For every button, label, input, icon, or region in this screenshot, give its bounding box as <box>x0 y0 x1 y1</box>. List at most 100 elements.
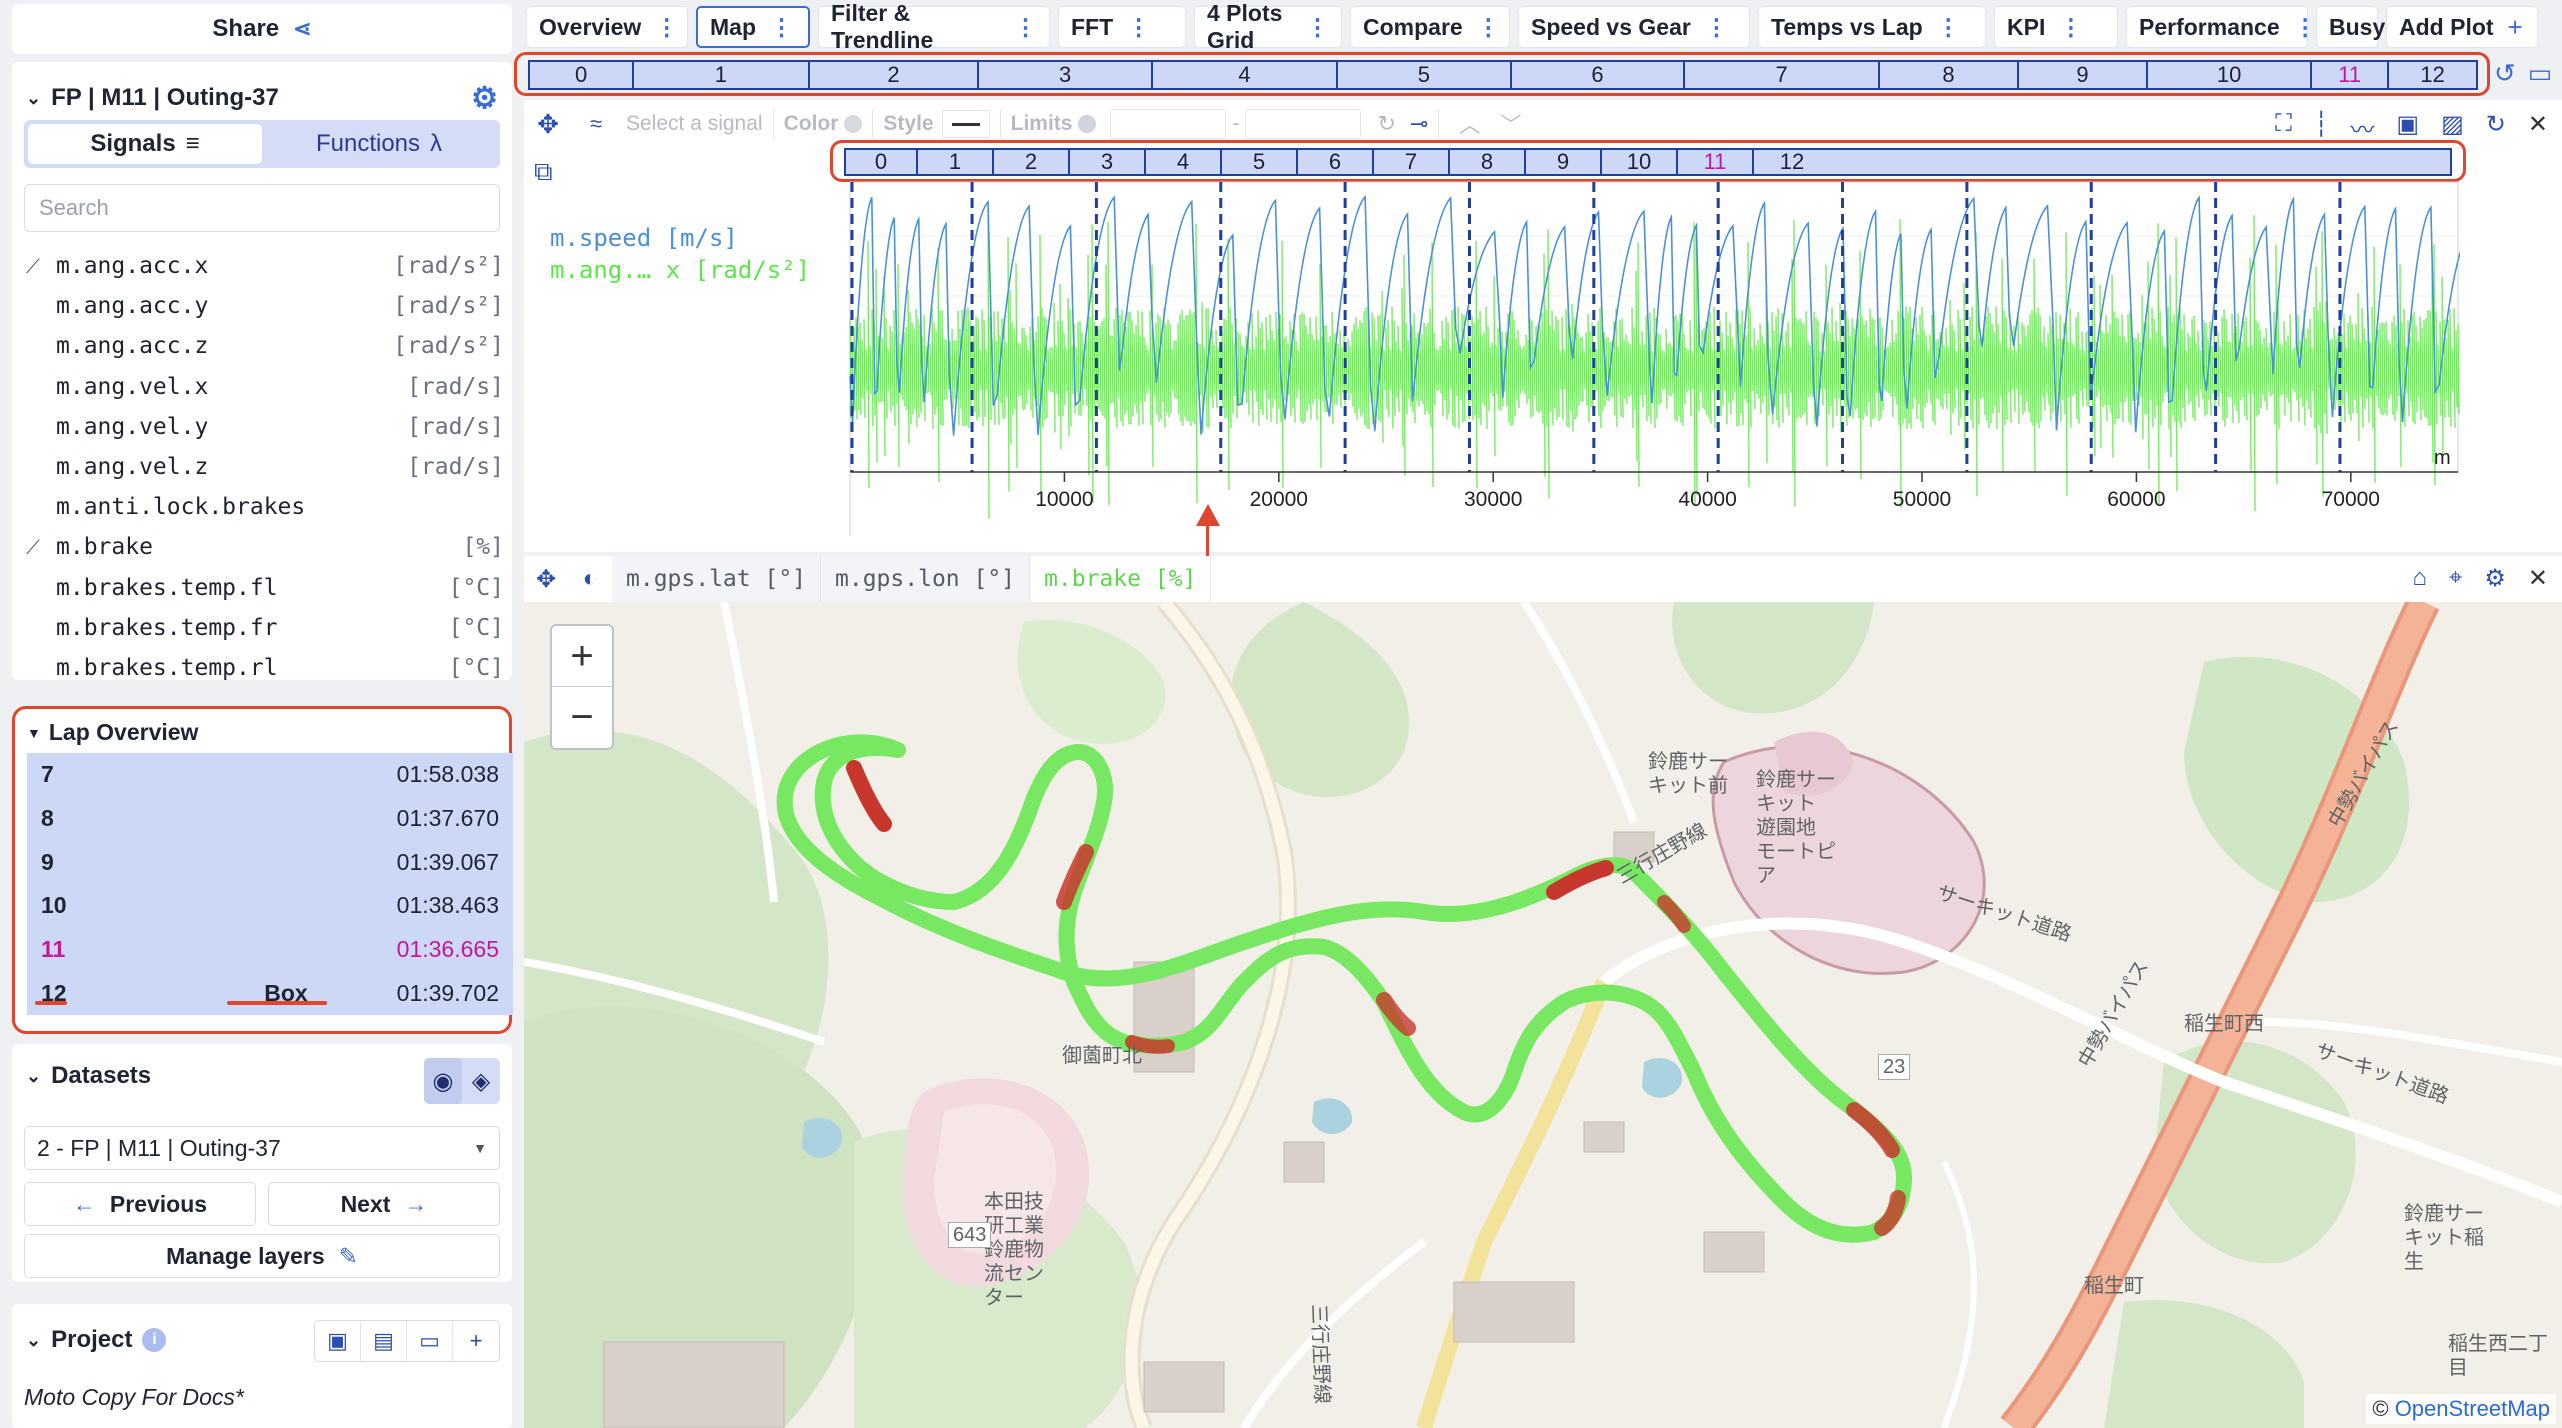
lap-row[interactable]: 10 01:38.463 <box>27 884 513 928</box>
lap-row[interactable]: 11 01:36.665 <box>27 928 513 972</box>
limits-label[interactable]: Limits <box>1010 112 1073 135</box>
kebab-menu-icon[interactable]: ⋮ <box>655 13 679 40</box>
manage-layers-button[interactable]: Manage layers ✎ <box>24 1234 500 1278</box>
kebab-menu-icon[interactable]: ⋮ <box>1127 13 1151 40</box>
legend-speed[interactable]: m.speed [m/s] <box>550 224 738 252</box>
signal-row[interactable]: m.brakes.temp.fl [°C] <box>26 568 504 608</box>
fullscreen-icon[interactable]: ⛶ <box>2275 110 2292 137</box>
kebab-menu-icon[interactable]: ⋮ <box>1476 13 1500 40</box>
kebab-menu-icon[interactable]: ⋮ <box>1306 13 1329 40</box>
lap-segment[interactable]: 7 <box>1374 149 1450 174</box>
lap-segment[interactable]: 5 <box>1222 149 1298 174</box>
zoom-out-button[interactable]: − <box>570 695 594 739</box>
lap-segment[interactable]: 9 <box>1526 149 1602 174</box>
gear-icon[interactable]: ⚙ <box>471 81 498 115</box>
chevron-down-icon[interactable]: ⌄ <box>26 87 42 108</box>
select-signal[interactable]: Select a signal <box>626 112 763 135</box>
lap-row[interactable]: 7 01:58.038 <box>27 753 513 797</box>
kebab-menu-icon[interactable]: ⋮ <box>1704 13 1728 40</box>
lap-split-icon[interactable]: ┆ <box>2313 111 2329 138</box>
chevron-down-icon[interactable]: ﹀ <box>1500 114 1522 137</box>
signal-row[interactable]: m.ang.vel.x [rad/s] <box>26 367 504 407</box>
tab-kpi[interactable]: KPI ⋮ <box>1994 6 2118 48</box>
reset-icon[interactable]: ↺ <box>2494 58 2516 88</box>
project-header[interactable]: ⌄ Project i <box>26 1326 167 1354</box>
kebab-menu-icon[interactable]: ⋮ <box>1936 13 1960 40</box>
style-swatch[interactable] <box>941 110 990 138</box>
signal-row[interactable]: m.ang.acc.y [rad/s²] <box>26 286 504 326</box>
gear-icon[interactable]: ⚙ <box>2484 565 2506 592</box>
info-icon[interactable]: i <box>142 1328 167 1352</box>
color-swatch[interactable] <box>844 115 863 133</box>
openstreetmap-link[interactable]: OpenStreetMap <box>2394 1396 2550 1421</box>
tab-add-plot[interactable]: Add Plot + <box>2386 6 2538 48</box>
lap-segment[interactable]: 2 <box>810 62 980 88</box>
crosshair-icon[interactable]: ⌖ <box>2448 564 2463 591</box>
move-icon[interactable]: ✥ <box>537 108 559 139</box>
stack-icon[interactable]: ▣ <box>2396 111 2420 138</box>
search-input[interactable]: Search <box>24 184 500 232</box>
previous-button[interactable]: ← Previous <box>24 1182 256 1226</box>
kebab-menu-icon[interactable]: ⋮ <box>1014 13 1037 40</box>
telemetry-chart[interactable]: 10000 20000 30000 40000 50000 60000 70000 m <box>844 176 2460 546</box>
layers-icon[interactable]: ◈ <box>471 1067 491 1095</box>
signal-row[interactable]: ⟋ m.brake [%] <box>26 527 504 567</box>
lap-row[interactable]: 8 01:37.670 <box>27 797 513 841</box>
limit-max-input[interactable] <box>1245 109 1362 139</box>
lap-segment[interactable]: 1 <box>918 149 994 174</box>
lap-segment[interactable]: 7 <box>1685 62 1881 88</box>
lap-segment[interactable]: 3 <box>979 62 1153 88</box>
lap-segment[interactable]: 3 <box>1070 149 1146 174</box>
lap-segment[interactable]: 11 <box>1678 149 1754 174</box>
folder-icon[interactable]: ▭ <box>407 1321 453 1361</box>
globe-icon[interactable]: ◐ <box>582 565 598 592</box>
save-icon[interactable]: ▣ <box>315 1321 361 1361</box>
lap-segment[interactable]: 1 <box>634 62 810 88</box>
lap-segment[interactable]: 6 <box>1298 149 1374 174</box>
next-button[interactable]: Next → <box>268 1182 500 1226</box>
add-icon[interactable]: + <box>469 1328 483 1353</box>
ruler-icon[interactable]: ▭ <box>2527 58 2553 88</box>
single-dataset-icon[interactable]: ◉ <box>424 1058 462 1104</box>
tab-temps-vs-lap[interactable]: Temps vs Lap ⋮ <box>1758 6 1986 48</box>
save-as-icon[interactable]: ▤ <box>361 1321 407 1361</box>
signal-row[interactable]: m.ang.acc.z [rad/s²] <box>26 326 504 366</box>
lap-segment[interactable]: 0 <box>530 62 635 88</box>
chevron-up-icon[interactable]: ︿ <box>1459 114 1481 137</box>
move-icon[interactable]: ✥ <box>535 565 557 593</box>
signal-icon[interactable]: ≈ <box>589 111 603 136</box>
kebab-menu-icon[interactable]: ⋮ <box>770 13 793 40</box>
kebab-menu-icon[interactable]: ⋮ <box>2059 13 2083 40</box>
lap-segment[interactable]: 5 <box>1338 62 1512 88</box>
tab-4-plots-grid[interactable]: 4 Plots Grid ⋮ <box>1194 0 1342 53</box>
lap-segment[interactable]: 4 <box>1146 149 1222 174</box>
chip-brake[interactable]: m.brake [%] <box>1030 556 1212 602</box>
lap-segment[interactable]: 10 <box>2148 62 2313 88</box>
signal-row[interactable]: m.ang.vel.z [rad/s] <box>26 447 504 487</box>
copy-icon[interactable]: ⧉ <box>534 156 553 186</box>
tab-speed-vs-gear[interactable]: Speed vs Gear ⋮ <box>1518 6 1750 48</box>
lap-overview-header[interactable]: ▼ Lap Overview <box>27 719 198 746</box>
lap-segment[interactable]: 10 <box>1602 149 1678 174</box>
signal-row[interactable]: m.ang.vel.y [rad/s] <box>26 407 504 447</box>
refresh-icon[interactable]: ↻ <box>2485 111 2506 138</box>
lap-segment[interactable]: 6 <box>1512 62 1686 88</box>
reset-limits-icon[interactable]: ↻ <box>1377 111 1396 136</box>
datasets-header[interactable]: ⌄ Datasets <box>26 1062 151 1090</box>
lap-row[interactable]: 12 Box 01:39.702 <box>27 971 513 1015</box>
map-view[interactable]: + − 鈴鹿サー キット前 鈴鹿サー キット 遊園地 モートピ ア三行庄野線 サーキ… <box>524 602 2562 1428</box>
lap-segment[interactable]: 8 <box>1880 62 2019 88</box>
signal-row[interactable]: m.brakes.temp.rl [°C] <box>26 648 504 680</box>
color-label[interactable]: Color <box>783 112 839 135</box>
limit-min-input[interactable] <box>1110 109 1227 139</box>
lap-segment[interactable]: 0 <box>846 149 918 174</box>
chip-gps-lat[interactable]: m.gps.lat [°] <box>612 556 822 602</box>
tab-functions[interactable]: Functions λ <box>262 124 496 164</box>
legend-ang-acc[interactable]: m.ang.… x [rad/s²] <box>550 256 810 284</box>
tab-performance[interactable]: Performance ⋮ <box>2126 6 2317 48</box>
share-button[interactable]: Share ⋖ <box>12 4 512 54</box>
signal-row[interactable]: m.anti.lock.brakes <box>26 487 504 527</box>
lap-row[interactable]: 9 01:39.067 <box>27 840 513 884</box>
tab-fft[interactable]: FFT ⋮ <box>1058 6 1186 48</box>
close-icon[interactable]: ✕ <box>2527 565 2548 592</box>
